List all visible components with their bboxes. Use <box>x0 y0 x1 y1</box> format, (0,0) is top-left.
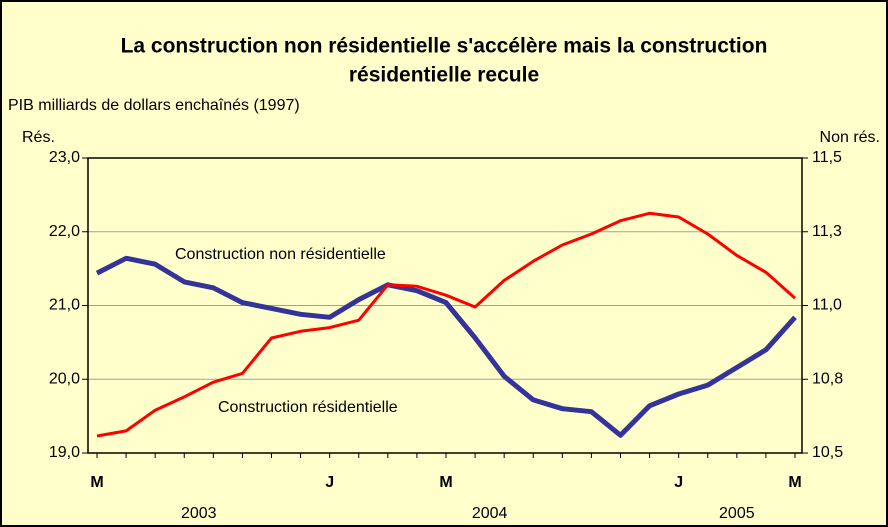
series-line <box>96 211 796 438</box>
x-tick-label: J <box>325 474 334 491</box>
x-tick-label: J <box>674 474 683 491</box>
chart-title: résidentielle recule <box>349 64 539 87</box>
y2-axis-label: Non rés. <box>820 129 880 146</box>
series-label: Construction résidentielle <box>218 399 398 416</box>
y-tick-label: 19,0 <box>49 444 80 461</box>
y-axis-label: Rés. <box>22 129 55 146</box>
year-label: 2004 <box>472 505 508 522</box>
y-tick-label: 22,0 <box>49 223 80 240</box>
subtitle: PIB milliards de dollars enchaînés (1997… <box>8 97 300 114</box>
y-tick-label: 21,0 <box>49 297 80 314</box>
x-tick-label: M <box>90 474 103 491</box>
year-label: 2005 <box>719 505 755 522</box>
plot-frame <box>87 157 803 454</box>
y2-tick-label: 10,5 <box>812 444 843 461</box>
x-tick-label: M <box>439 474 452 491</box>
chart-title: La construction non résidentielle s'accé… <box>121 35 768 58</box>
y-tick-label: 23,0 <box>49 149 80 166</box>
y2-tick-label: 11,3 <box>812 223 842 240</box>
y2-tick-label: 11,0 <box>812 297 842 314</box>
y2-tick-label: 10,8 <box>812 370 843 387</box>
y-tick-label: 20,0 <box>49 370 80 387</box>
series-line <box>95 255 797 438</box>
series-label: Construction non résidentielle <box>175 246 386 263</box>
y2-tick-label: 11,5 <box>812 149 842 166</box>
x-tick-label: M <box>788 474 801 491</box>
year-label: 2003 <box>181 505 217 522</box>
